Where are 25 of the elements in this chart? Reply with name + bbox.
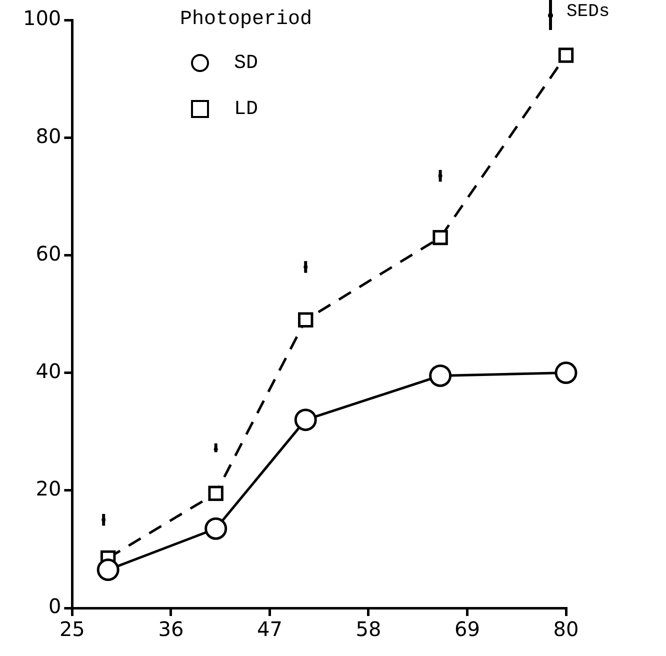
y-tick-label: 0 (48, 594, 62, 618)
x-tick-label: 58 (356, 617, 382, 642)
y-tick-label: 60 (36, 241, 62, 266)
legend-title: Photoperiod (180, 7, 312, 33)
point (558, 48, 574, 63)
y-tick-label: 20 (36, 476, 62, 501)
point (554, 362, 578, 384)
legend-label: LD (234, 98, 258, 120)
point (429, 364, 452, 387)
x-tick-label: 47 (256, 617, 282, 642)
x-tick-label: 36 (158, 617, 184, 642)
legend-label: SD (234, 52, 258, 74)
x-tick-label: 69 (454, 617, 480, 642)
legend-label: SEDs (566, 1, 610, 24)
point (432, 230, 448, 246)
x-tick-label: 25 (59, 617, 85, 642)
point (294, 408, 317, 432)
point (204, 517, 228, 540)
y-tick-label: 40 (36, 359, 62, 384)
point (96, 558, 120, 582)
point (298, 312, 314, 328)
x-tick-label: 80 (553, 617, 579, 642)
y-tick-label: 80 (36, 124, 62, 148)
point (208, 486, 224, 501)
y-tick-label: 100 (22, 6, 62, 30)
